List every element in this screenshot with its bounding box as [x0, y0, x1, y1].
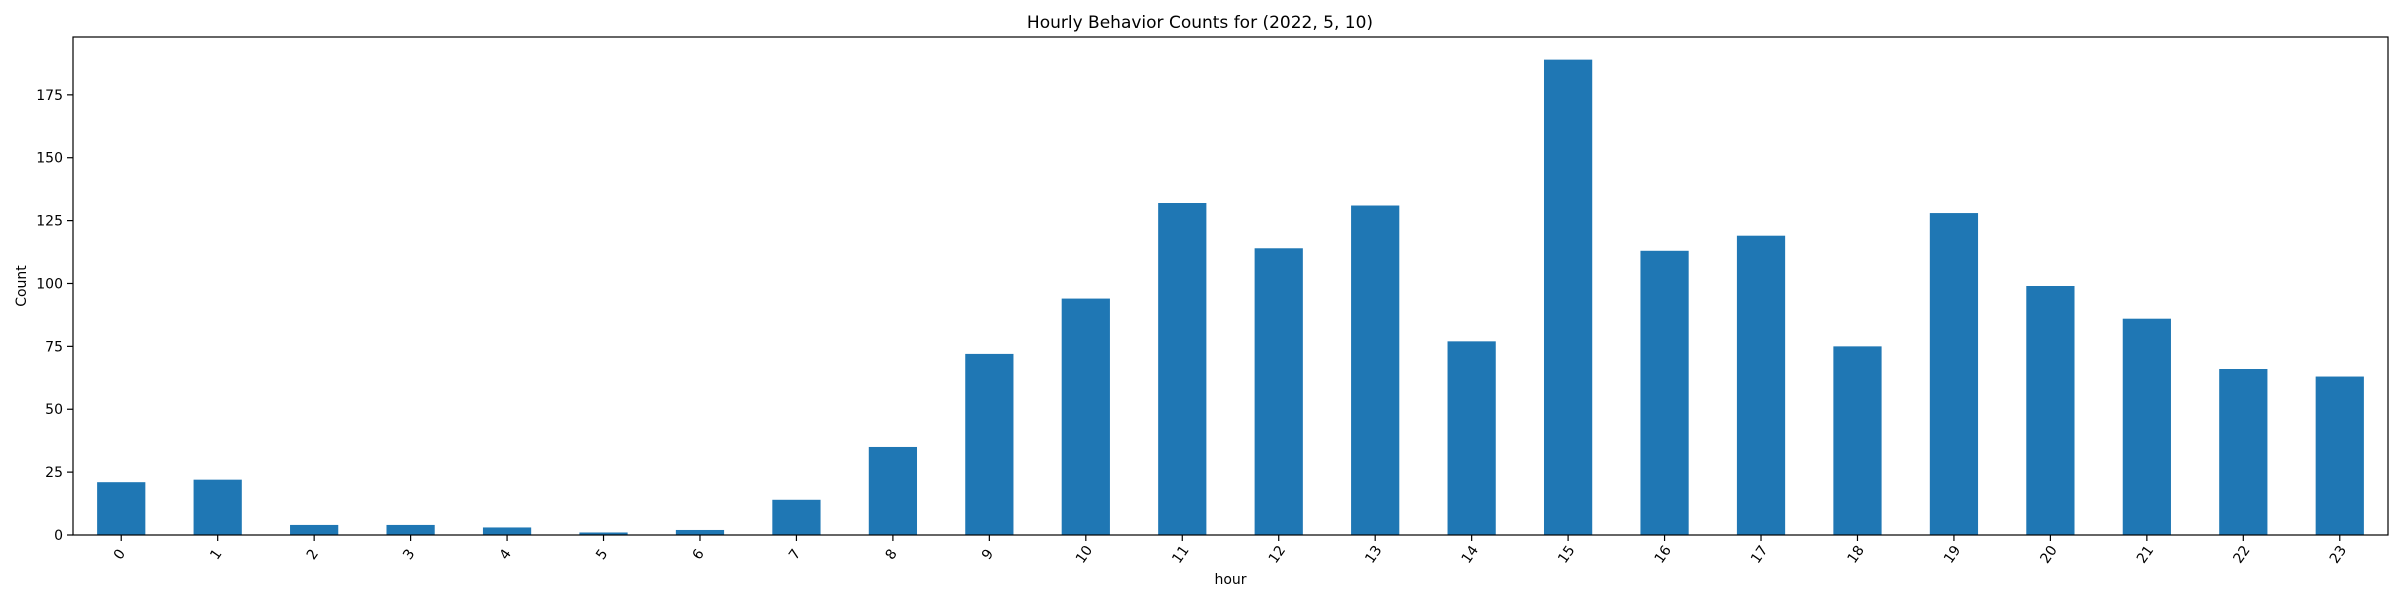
bar-hour-6 — [675, 529, 725, 535]
bar-hour-12 — [1254, 248, 1303, 536]
bar-hour-3 — [386, 524, 435, 535]
x-tick-label: 8 — [883, 546, 901, 562]
x-tick-label: 10 — [1073, 543, 1096, 567]
bar-hour-5 — [579, 532, 628, 535]
bar-hour-1 — [193, 479, 242, 535]
x-tick-label: 16 — [1652, 543, 1675, 567]
bar-hour-9 — [965, 353, 1014, 535]
bar-hour-10 — [1061, 298, 1110, 535]
bar-hour-16 — [1640, 250, 1689, 535]
y-tick-label: 75 — [45, 339, 63, 355]
x-tick-label: 11 — [1169, 543, 1192, 567]
bar-hour-21 — [2122, 318, 2171, 535]
x-tick-label: 23 — [2327, 543, 2350, 567]
x-axis-label: hour — [1214, 572, 1246, 588]
y-axis-label: Count — [14, 265, 30, 307]
y-tick-label: 50 — [45, 402, 63, 418]
x-tick-label: 21 — [2134, 543, 2157, 567]
x-tick-label: 19 — [1941, 543, 1964, 567]
chart-title: Hourly Behavior Counts for (2022, 5, 10) — [1027, 13, 1373, 33]
y-axis: 0 25 50 75 100 125 150 175 — [36, 88, 73, 544]
y-tick-label: 150 — [36, 151, 63, 167]
x-tick-label: 3 — [400, 546, 418, 562]
x-tick-label: 2 — [304, 546, 322, 562]
bar-hour-20 — [2026, 286, 2075, 535]
x-axis: 0 1 2 3 4 5 6 7 8 9 10 11 12 13 14 15 16 17 18 19 20 21 22 23 — [111, 535, 2350, 567]
x-tick-label: 12 — [1266, 543, 1289, 567]
bar-hour-19 — [1929, 213, 1979, 535]
y-tick-label: 0 — [54, 528, 63, 544]
bar-hour-18 — [1833, 346, 1882, 535]
bar-hour-8 — [868, 446, 918, 535]
x-tick-label: 15 — [1555, 543, 1578, 567]
y-tick-label: 125 — [36, 214, 63, 230]
bar-hour-22 — [2219, 369, 2268, 535]
x-tick-label: 17 — [1748, 543, 1771, 567]
x-tick-label: 4 — [497, 546, 515, 563]
x-tick-label: 20 — [2037, 543, 2060, 567]
bar-hour-14 — [1447, 341, 1496, 535]
x-tick-label: 5 — [593, 546, 611, 562]
x-tick-label: 6 — [690, 546, 708, 563]
x-tick-label: 9 — [979, 546, 997, 562]
bar-hour-4 — [482, 527, 532, 535]
x-tick-label: 22 — [2230, 543, 2253, 567]
x-tick-label: 0 — [111, 546, 129, 562]
bars-group — [97, 59, 2364, 536]
y-tick-label: 100 — [36, 276, 63, 292]
bar-hour-2 — [290, 524, 339, 535]
bar-hour-17 — [1736, 235, 1786, 536]
x-tick-label: 13 — [1362, 543, 1385, 567]
x-tick-label: 18 — [1845, 543, 1868, 567]
bar-hour-0 — [97, 482, 146, 535]
y-tick-label: 25 — [45, 465, 63, 481]
bar-hour-11 — [1158, 203, 1207, 535]
x-tick-label: 1 — [207, 546, 225, 562]
y-tick-label: 175 — [36, 88, 63, 104]
bar-hour-13 — [1351, 205, 1400, 536]
bar-hour-15 — [1543, 59, 1593, 536]
plot-frame — [72, 36, 2389, 536]
bar-hour-7 — [772, 499, 821, 535]
x-tick-label: 7 — [786, 546, 804, 562]
bar-hour-23 — [2315, 376, 2364, 535]
x-tick-label: 14 — [1459, 543, 1482, 567]
